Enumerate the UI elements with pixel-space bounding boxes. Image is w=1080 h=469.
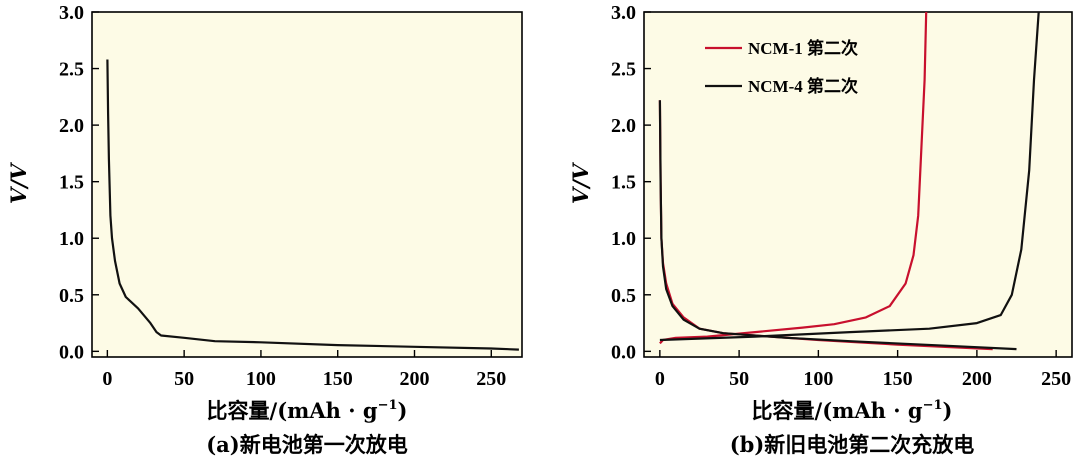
x-tick-label: 100 xyxy=(803,368,833,390)
x-tick-label: 200 xyxy=(400,368,430,390)
y-tick-label: 2.5 xyxy=(611,59,636,81)
series-line-discharge xyxy=(106,59,519,351)
panel-b-x-ticks: 0 50 100 150 200 250 xyxy=(655,350,1071,390)
x-tick-label: 150 xyxy=(883,368,913,390)
x-tick-label: 50 xyxy=(174,368,194,390)
x-tick-label: 100 xyxy=(246,368,276,390)
y-tick-label: 3.0 xyxy=(59,2,84,24)
panel-b-series xyxy=(658,11,1040,351)
y-tick-label: 1.5 xyxy=(59,172,84,194)
legend-label-ncm-1: NCM-1 第二次 xyxy=(748,38,858,58)
y-tick-label: 1.0 xyxy=(611,228,636,250)
x-tick-label: 200 xyxy=(962,368,992,390)
x-tick-label: 50 xyxy=(729,368,749,390)
y-tick-label: 0.0 xyxy=(611,341,636,363)
panel-b: 0.0 0.5 1.0 1.5 2.0 2.5 3.0 0 50 100 150 200 250 NC… xyxy=(568,2,1073,457)
y-tick-label: 0.0 xyxy=(59,341,84,363)
panel-a-y-ticks: 0.0 0.5 1.0 1.5 2.0 2.5 3.0 xyxy=(59,2,99,363)
x-tick-label: 150 xyxy=(323,368,353,390)
panel-a: 0.0 0.5 1.0 1.5 2.0 2.5 3.0 0 50 100 150 200 250 V/… xyxy=(6,2,523,457)
panel-b-y-ticks: 0.0 0.5 1.0 1.5 2.0 2.5 3.0 xyxy=(611,2,651,363)
x-tick-label: 250 xyxy=(476,368,506,390)
panel-b-legend: NCM-1 第二次 NCM-4 第二次 xyxy=(705,38,858,96)
legend-label-ncm-4: NCM-4 第二次 xyxy=(748,76,858,96)
panel-b-x-axis-label: 比容量/(mAh · g−1) xyxy=(752,398,953,423)
y-tick-label: 2.0 xyxy=(611,115,636,137)
panel-b-caption: (b)新旧电池第二次充放电 xyxy=(730,432,975,457)
panel-b-y-axis-label: V/V xyxy=(568,161,593,204)
y-tick-label: 1.0 xyxy=(59,228,84,250)
y-tick-label: 0.5 xyxy=(59,285,84,307)
panel-a-plot-area xyxy=(91,11,523,358)
panel-a-caption: (a)新电池第一次放电 xyxy=(206,432,407,457)
y-tick-label: 0.5 xyxy=(611,285,636,307)
panel-a-series xyxy=(106,59,519,351)
x-tick-label: 0 xyxy=(102,368,112,390)
panel-a-x-axis-label: 比容量/(mAh · g−1) xyxy=(207,398,408,423)
series-2-charge-line xyxy=(659,11,1040,342)
series-1-charge-line xyxy=(659,11,928,345)
panel-a-x-ticks: 0 50 100 150 200 250 xyxy=(102,350,506,390)
y-tick-label: 2.0 xyxy=(59,115,84,137)
panel-a-y-axis-label: V/V xyxy=(6,161,31,204)
panel-b-plot-area xyxy=(643,11,1073,358)
y-tick-label: 2.5 xyxy=(59,59,84,81)
x-tick-label: 0 xyxy=(655,368,665,390)
y-tick-label: 3.0 xyxy=(611,2,636,24)
y-tick-label: 1.5 xyxy=(611,172,636,194)
series-2-discharge-line xyxy=(658,100,1017,351)
x-tick-label: 250 xyxy=(1041,368,1071,390)
